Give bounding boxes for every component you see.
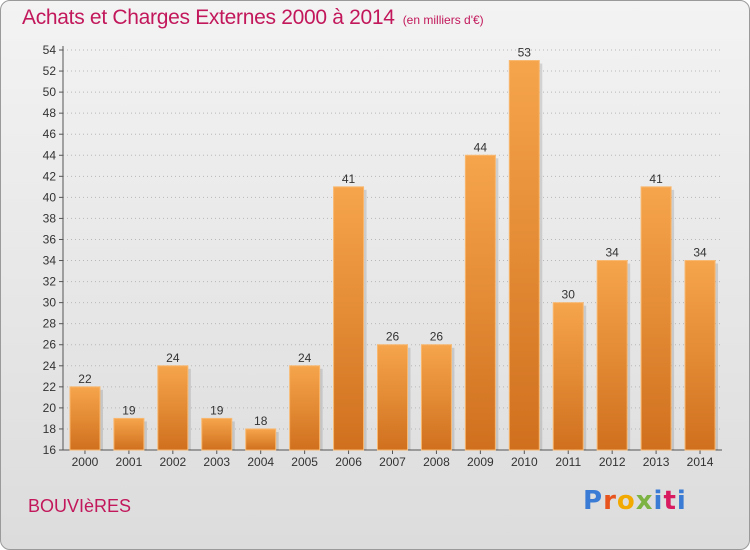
x-tick-label-2014: 2014	[687, 455, 714, 469]
bar-2005	[289, 365, 321, 451]
x-tick-label-2012: 2012	[599, 455, 626, 469]
x-tick-label-2006: 2006	[335, 455, 362, 469]
y-tick-label: 32	[43, 275, 57, 289]
value-label-2004: 18	[254, 414, 268, 428]
value-label-2009: 44	[474, 140, 488, 154]
value-label-2003: 19	[210, 403, 224, 417]
x-tick-label-2000: 2000	[72, 455, 99, 469]
x-tick-label-2001: 2001	[116, 455, 143, 469]
x-tick-label-2013: 2013	[643, 455, 670, 469]
bars	[69, 60, 719, 451]
commune-name: BOUVIèRES	[28, 496, 132, 516]
y-tick-label: 40	[43, 190, 57, 204]
x-tick-label-2004: 2004	[247, 455, 274, 469]
logo-letter: i	[653, 486, 664, 516]
value-labels: 22 19 24 19 18 24 41 26 26 44 53 30 34 41 34	[78, 46, 707, 428]
bar-2001	[113, 417, 145, 451]
y-tick-label: 42	[43, 169, 57, 183]
axes: 16 18 20 22 24 26 28 30 32 34 36 38 40 42 44 46 48 50 52 54…	[43, 43, 722, 469]
chart-title: Achats et Charges Externes 2000 à 2014 (e…	[22, 6, 484, 30]
logo-letter: o	[616, 486, 636, 516]
x-tick-label-2011: 2011	[555, 455, 581, 469]
logo-letter: r	[603, 486, 617, 516]
value-label-2002: 24	[166, 351, 180, 365]
bar-2008	[420, 344, 452, 451]
bar-2010	[508, 60, 540, 451]
y-tick-label: 24	[43, 359, 57, 373]
y-tick-label: 54	[43, 43, 57, 57]
y-tick-label: 18	[43, 422, 57, 436]
bar-2003	[201, 417, 233, 451]
x-tick-label-2007: 2007	[379, 455, 406, 469]
y-tick-label: 44	[43, 148, 57, 162]
value-label-2007: 26	[386, 330, 400, 344]
x-tick-label-2002: 2002	[159, 455, 186, 469]
bar-2011	[552, 302, 584, 451]
value-label-2010: 53	[518, 46, 532, 60]
value-label-2008: 26	[430, 330, 444, 344]
bar-2009	[464, 154, 496, 451]
x-tick-label-2005: 2005	[291, 455, 318, 469]
bar-2000	[69, 386, 101, 451]
y-tick-label: 36	[43, 232, 57, 246]
value-label-2012: 34	[605, 246, 619, 260]
chart-title-text: Achats et Charges Externes 2000 à 2014	[22, 6, 395, 29]
y-tick-label: 22	[43, 380, 57, 394]
value-label-2005: 24	[298, 351, 312, 365]
y-tick-label: 20	[43, 401, 57, 415]
bar-2007	[377, 344, 408, 451]
value-label-2013: 41	[649, 172, 663, 186]
bar-2006	[333, 186, 365, 451]
x-tick-label-2008: 2008	[423, 455, 450, 469]
bar-2014	[684, 260, 716, 451]
bar-2012	[596, 260, 628, 451]
bar-2002	[157, 365, 189, 451]
value-label-2014: 34	[693, 246, 707, 260]
logo-letter: i	[676, 486, 687, 516]
y-tick-label: 28	[43, 317, 57, 331]
value-label-2006: 41	[342, 172, 356, 186]
chart-subtitle: (en milliers d'€)	[402, 13, 484, 27]
proxiti-logo[interactable]: Proxiti	[583, 486, 687, 516]
value-label-2011: 30	[562, 288, 576, 302]
y-tick-label: 38	[43, 211, 57, 225]
y-tick-label: 34	[43, 254, 57, 268]
x-tick-label-2003: 2003	[203, 455, 230, 469]
x-tick-label-2009: 2009	[467, 455, 494, 469]
y-tick-label: 16	[43, 443, 57, 457]
x-tick-label-2010: 2010	[511, 455, 538, 469]
logo-letter: x	[635, 486, 654, 516]
y-tick-label: 26	[43, 338, 57, 352]
y-tick-label: 50	[43, 85, 57, 99]
logo-letter: t	[663, 486, 677, 516]
logo-letter: P	[583, 486, 604, 516]
value-label-2001: 19	[122, 403, 136, 417]
y-tick-label: 52	[43, 64, 57, 78]
bar-2013	[640, 186, 672, 451]
y-tick-label: 30	[43, 296, 57, 310]
y-tick-label: 46	[43, 127, 57, 141]
y-tick-label: 48	[43, 106, 57, 120]
value-label-2000: 22	[78, 372, 92, 386]
bar-2004	[245, 428, 277, 451]
